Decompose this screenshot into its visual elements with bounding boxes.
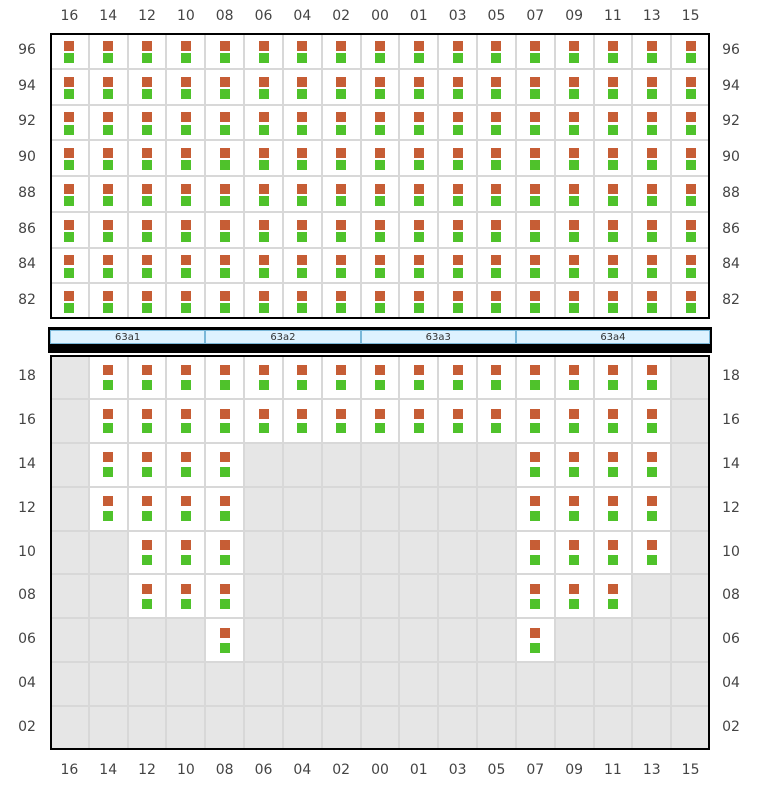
bottom-row-label-left: 10 [12,544,42,560]
separator-segment: 63a1 [50,330,205,344]
bottom-row-label-left: 08 [12,587,42,603]
col-label-top: 02 [322,8,361,24]
bottom-row-label-right: 14 [716,456,746,472]
top-row-label-right: 84 [716,256,746,272]
col-label-bottom: 06 [244,762,283,778]
col-label-top: 16 [50,8,89,24]
bottom-grid [50,355,710,750]
bottom-row-label-left: 04 [12,675,42,691]
col-label-bottom: 15 [671,762,710,778]
col-label-top: 13 [632,8,671,24]
bottom-row-label-right: 12 [716,500,746,516]
col-label-top: 04 [283,8,322,24]
top-row-label-left: 90 [12,149,42,165]
col-label-top: 03 [438,8,477,24]
col-label-bottom: 16 [50,762,89,778]
top-row-label-left: 82 [12,292,42,308]
col-label-bottom: 10 [166,762,205,778]
bottom-row-label-right: 08 [716,587,746,603]
bottom-row-label-right: 16 [716,412,746,428]
col-label-top: 01 [399,8,438,24]
bottom-row-label-left: 14 [12,456,42,472]
col-label-bottom: 02 [322,762,361,778]
col-label-bottom: 03 [438,762,477,778]
top-row-label-right: 82 [716,292,746,308]
top-grid [50,33,710,319]
col-label-bottom: 14 [89,762,128,778]
col-label-top: 10 [166,8,205,24]
bottom-row-label-right: 18 [716,368,746,384]
bottom-row-label-right: 04 [716,675,746,691]
col-label-top: 07 [516,8,555,24]
top-row-label-left: 84 [12,256,42,272]
top-row-label-left: 92 [12,113,42,129]
col-label-bottom: 04 [283,762,322,778]
top-row-label-right: 86 [716,221,746,237]
col-label-bottom: 13 [632,762,671,778]
top-row-label-right: 92 [716,113,746,129]
top-row-label-right: 90 [716,149,746,165]
bottom-row-label-right: 02 [716,719,746,735]
separator-segment: 63a3 [361,330,516,344]
col-label-top: 12 [128,8,167,24]
col-label-bottom: 09 [555,762,594,778]
col-label-bottom: 01 [399,762,438,778]
top-row-label-right: 94 [716,78,746,94]
top-row-label-left: 88 [12,185,42,201]
bottom-row-label-right: 10 [716,544,746,560]
separator-segment: 63a2 [205,330,360,344]
col-label-top: 05 [477,8,516,24]
bottom-row-label-left: 18 [12,368,42,384]
col-label-bottom: 08 [205,762,244,778]
col-label-bottom: 12 [128,762,167,778]
col-label-bottom: 05 [477,762,516,778]
col-label-bottom: 00 [361,762,400,778]
col-label-bottom: 07 [516,762,555,778]
top-row-label-left: 94 [12,78,42,94]
bottom-row-label-left: 16 [12,412,42,428]
col-label-top: 11 [594,8,633,24]
col-label-top: 14 [89,8,128,24]
separator-segment: 63a4 [516,330,710,344]
bottom-row-label-right: 06 [716,631,746,647]
col-label-top: 09 [555,8,594,24]
top-row-label-right: 96 [716,42,746,58]
col-label-top: 00 [361,8,400,24]
col-label-top: 08 [205,8,244,24]
bottom-row-label-left: 12 [12,500,42,516]
col-label-bottom: 11 [594,762,633,778]
top-row-label-left: 86 [12,221,42,237]
top-row-label-left: 96 [12,42,42,58]
bottom-row-label-left: 06 [12,631,42,647]
bottom-row-label-left: 02 [12,719,42,735]
top-row-label-right: 88 [716,185,746,201]
col-label-top: 06 [244,8,283,24]
col-label-top: 15 [671,8,710,24]
